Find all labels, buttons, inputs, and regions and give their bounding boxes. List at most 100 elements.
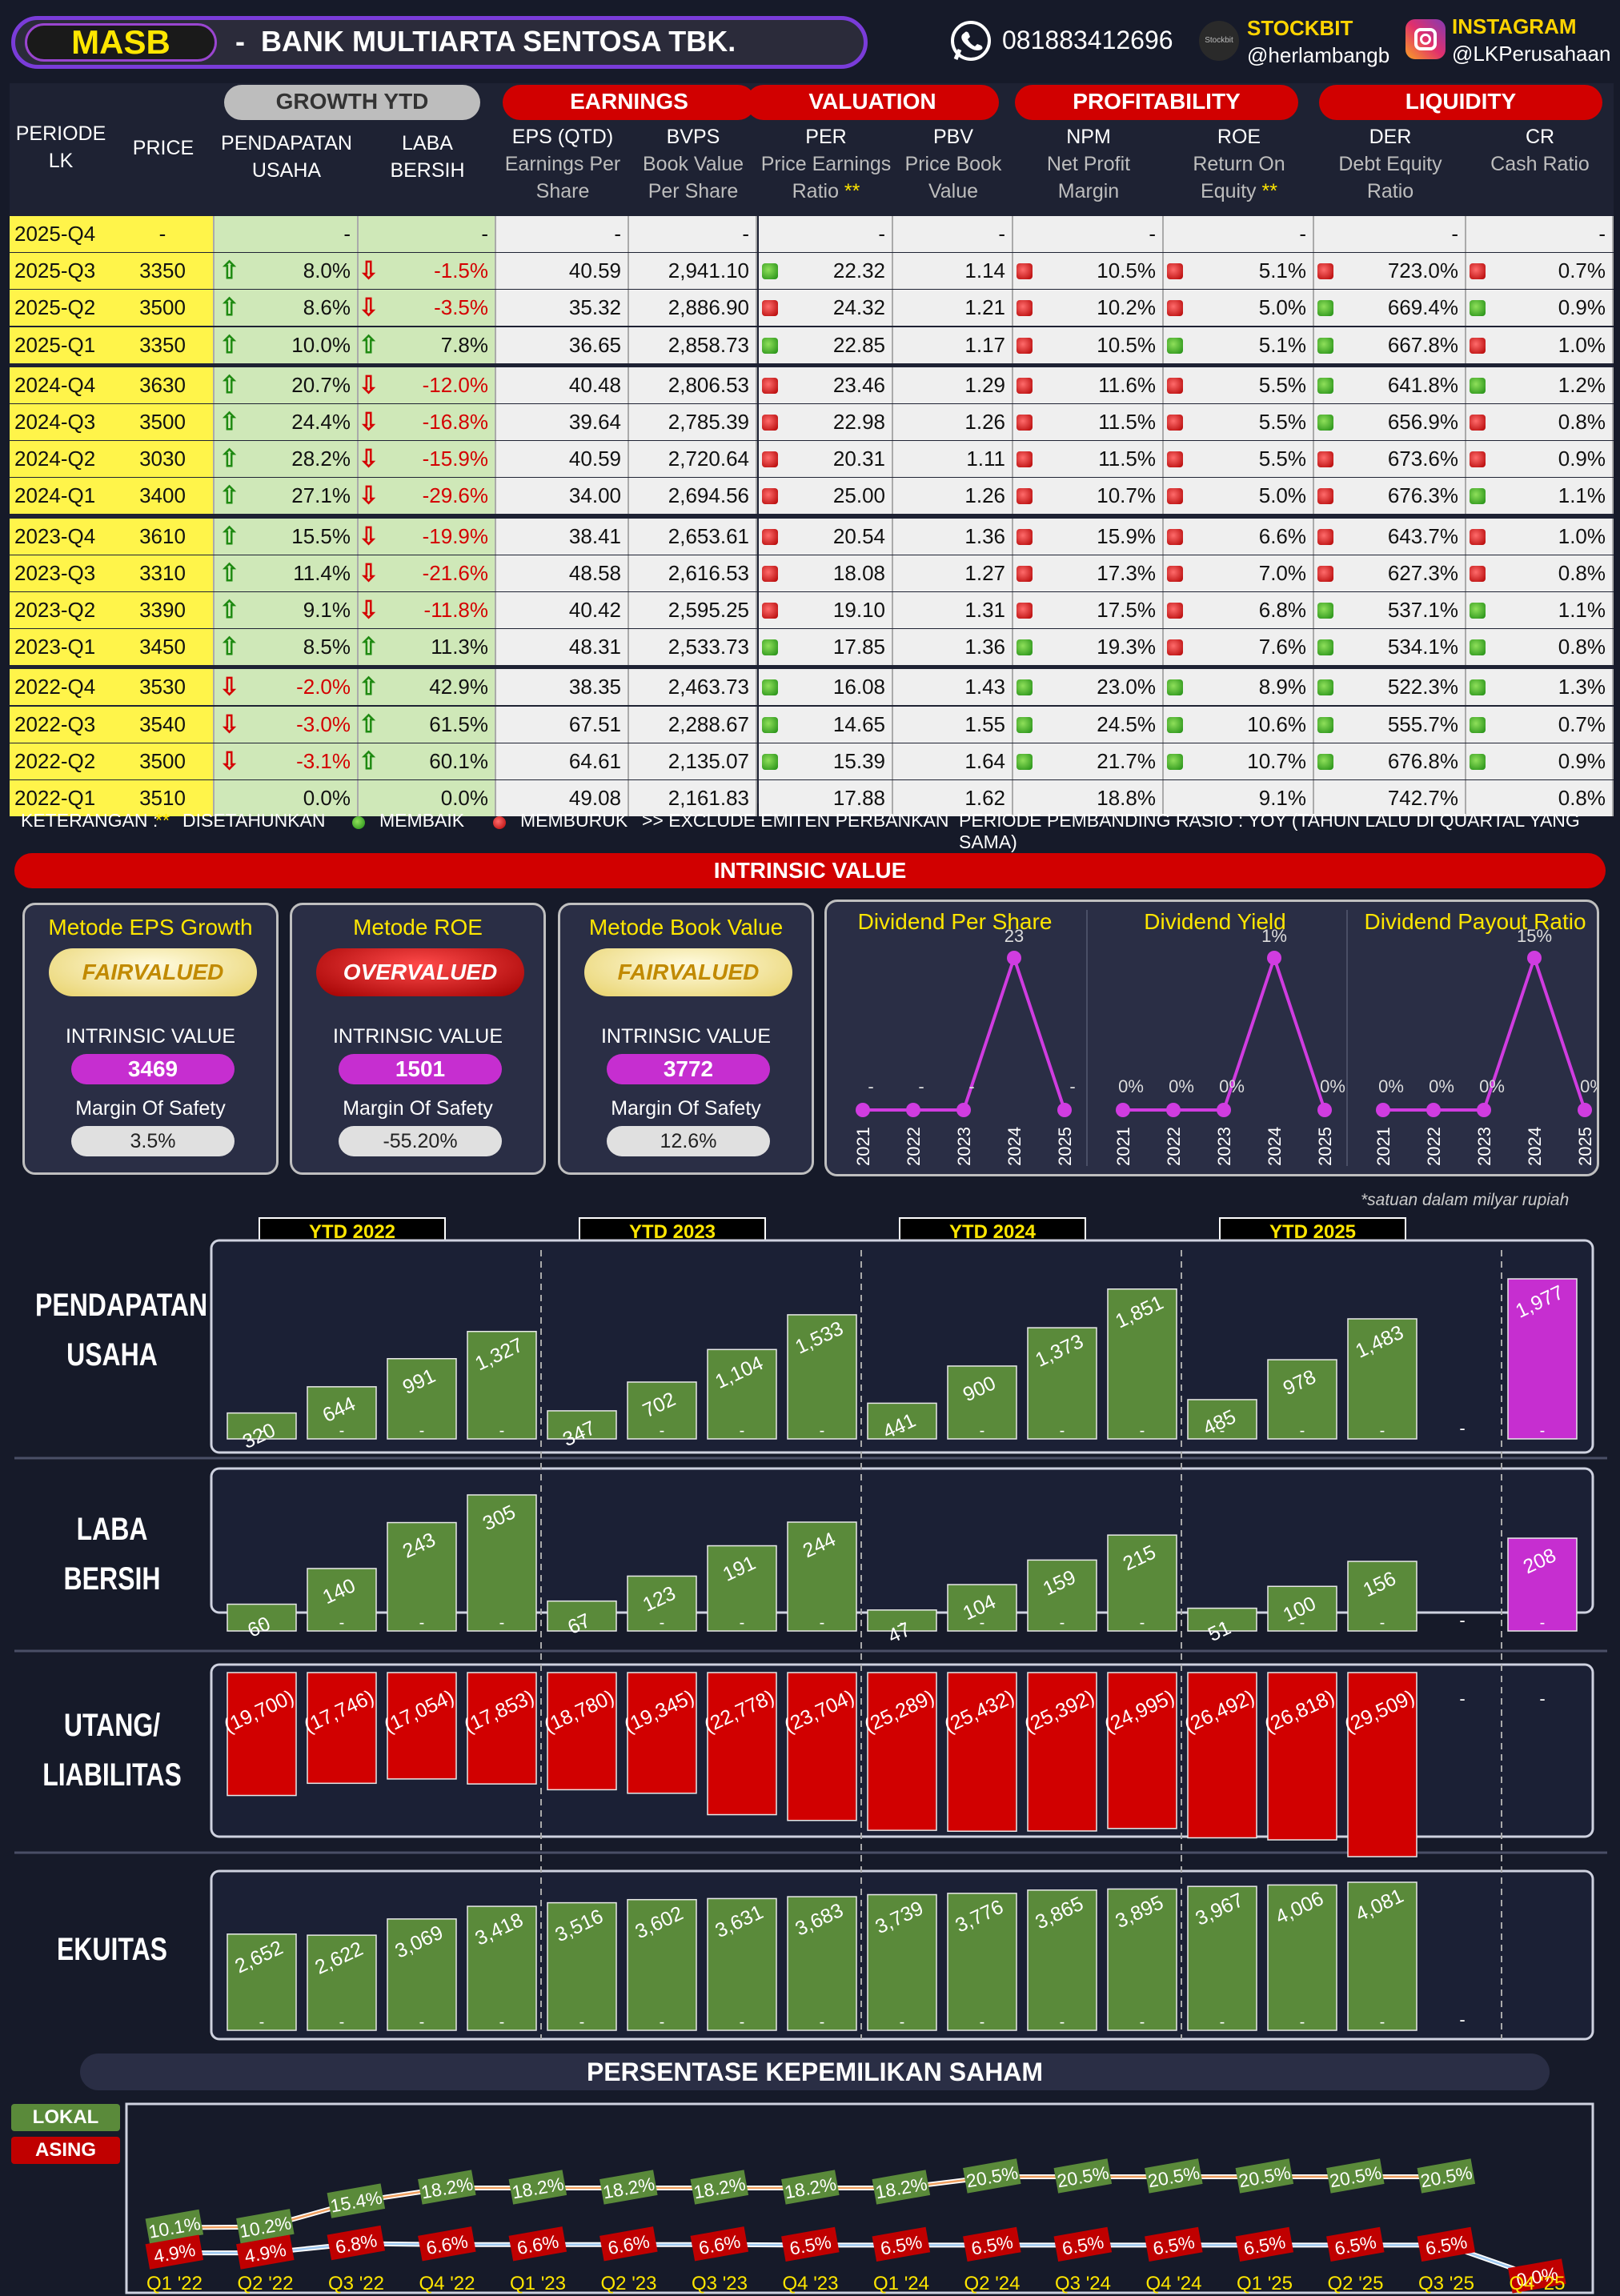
column-subtitle-2: Per Share	[629, 178, 757, 205]
column-subtitle-text: Cash Ratio	[1490, 153, 1590, 175]
ownership-point-label: 6.5%	[872, 2226, 931, 2262]
column-subtitle-2: Ratio **	[759, 178, 893, 205]
arrow-down-icon: ⇩	[359, 446, 379, 473]
worsening-indicator-icon	[1017, 337, 1033, 354]
cell-npm: 11.5%	[1013, 404, 1164, 440]
improving-indicator-icon	[1317, 377, 1333, 394]
bar	[1267, 1672, 1337, 1841]
dividend-label: 0%	[1378, 1076, 1404, 1096]
dividend-point	[856, 1103, 870, 1117]
worsening-indicator-icon	[762, 565, 778, 582]
arrow-up-icon: ⇧	[219, 331, 240, 359]
bar-tick: -	[579, 2014, 585, 2031]
ownership-label-box	[145, 2209, 204, 2245]
improving-indicator-icon	[762, 263, 778, 280]
group-head: EARNINGS	[503, 85, 756, 120]
section-label-line: EKUITAS	[56, 1932, 168, 1967]
cell-pbv: 1.43	[893, 669, 1013, 706]
cell-pr: -	[112, 216, 215, 252]
dividend-point	[1166, 1103, 1181, 1117]
cell-pbv: -	[893, 216, 1013, 252]
ownership-label-box	[236, 2234, 295, 2270]
arrow-down-icon: ⇩	[359, 295, 379, 322]
improving-indicator-icon	[1167, 679, 1183, 696]
quarter-label: Q2 '23	[601, 2273, 657, 2294]
intrinsic-value-label: INTRINSIC VALUE	[65, 1025, 236, 1048]
arrow-up-icon: ⇧	[359, 634, 379, 661]
cell-p: 2023-Q1	[10, 629, 112, 666]
worsening-indicator-icon	[1167, 639, 1183, 656]
cell-pbv: 1.29	[893, 367, 1013, 403]
column-header: LABA BERSIH	[359, 130, 496, 184]
cell-bv: 2,595.25	[629, 592, 757, 628]
cell-l: 42.9%	[359, 669, 496, 706]
cell-roe: 5.5%	[1164, 367, 1314, 403]
cell-bv: -	[629, 216, 757, 252]
bar-tick: -	[740, 2014, 745, 2031]
bar	[227, 1603, 297, 1632]
header: MASB - BANK MULTIARTA SENTOSA TBK. 08188…	[0, 0, 1620, 84]
cell-p: 2022-Q2	[10, 743, 112, 779]
ownership-point-label: 20.5%	[1235, 2158, 1294, 2194]
margin-of-safety-value: 3.5%	[71, 1126, 235, 1156]
cell-roe: 6.8%	[1164, 592, 1314, 628]
cell-l: -15.9%	[359, 441, 496, 478]
bar-tick: -	[740, 1422, 745, 1440]
cell-g: 15.5%	[215, 518, 359, 555]
quarter-label: Q2 '24	[964, 2273, 1021, 2294]
cell-der: 522.3%	[1314, 669, 1466, 706]
improving-indicator-icon	[1317, 639, 1333, 656]
intrinsic-value-label: INTRINSIC VALUE	[332, 1025, 503, 1048]
margin-of-safety-value: -55.20%	[339, 1126, 502, 1156]
cell-cr: 0.9%	[1466, 743, 1614, 779]
cell-der: 723.0%	[1314, 253, 1466, 290]
worsening-indicator-icon	[1317, 451, 1333, 468]
bar-tick: -	[259, 1614, 265, 1632]
column-subtitle-text-2: Share	[535, 180, 590, 202]
ownership-point-label: 15.4%	[327, 2183, 386, 2218]
cell-pr: 3630	[112, 367, 215, 403]
cell-roe: 5.1%	[1164, 327, 1314, 363]
dividend-point	[1267, 951, 1281, 965]
cell-npm: 10.5%	[1013, 253, 1164, 290]
cell-pr: 3310	[112, 555, 215, 591]
bar	[1027, 1559, 1097, 1632]
cell-der: 627.3%	[1314, 555, 1466, 591]
cell-per: 24.32	[759, 290, 893, 327]
cell-per: -	[759, 216, 893, 252]
ownership-label-box	[1417, 2158, 1476, 2194]
cell-eps: 48.31	[496, 629, 629, 666]
arrow-up-icon: ⇧	[219, 559, 240, 587]
quarter-label: Q4 '23	[783, 2273, 839, 2294]
margin-of-safety-label: Margin Of Safety	[75, 1097, 226, 1120]
unit-note: *satuan dalam milyar rupiah	[1361, 1191, 1570, 1209]
cell-cr: 1.1%	[1466, 478, 1614, 515]
bar	[1187, 1885, 1257, 2031]
bar-tick: -	[1140, 1614, 1145, 1632]
worsening-indicator-icon	[1470, 528, 1486, 545]
cell-roe: -	[1164, 216, 1314, 252]
cell-npm: 24.5%	[1013, 706, 1164, 743]
ownership-label-box	[1235, 2158, 1294, 2194]
bar-tick: -	[900, 1614, 905, 1632]
cell-cr: 0.8%	[1466, 404, 1614, 440]
worsening-indicator-icon	[1017, 263, 1033, 280]
cell-roe: 6.6%	[1164, 518, 1314, 555]
dividend-year: 2025	[1055, 1127, 1075, 1166]
bar	[467, 1331, 537, 1440]
ownership-label-box	[1145, 2226, 1203, 2262]
column-title: PER	[805, 126, 847, 148]
cell-l: -3.5%	[359, 290, 496, 327]
cell-cr: -	[1466, 216, 1614, 252]
worsening-indicator-icon	[762, 488, 778, 505]
column-title-2: USAHA	[251, 159, 322, 182]
bar	[547, 1672, 617, 1791]
cell-eps: 40.59	[496, 253, 629, 290]
dividend-label: 15%	[1517, 926, 1552, 946]
bar-tick: -	[1220, 1422, 1225, 1440]
ownership-point-label: 6.6%	[508, 2226, 567, 2262]
dividend-year: 2024	[1265, 1127, 1285, 1166]
worsening-indicator-icon	[1470, 451, 1486, 468]
bar-tick: -	[1140, 1422, 1145, 1440]
cell-bv: 2,694.56	[629, 478, 757, 515]
